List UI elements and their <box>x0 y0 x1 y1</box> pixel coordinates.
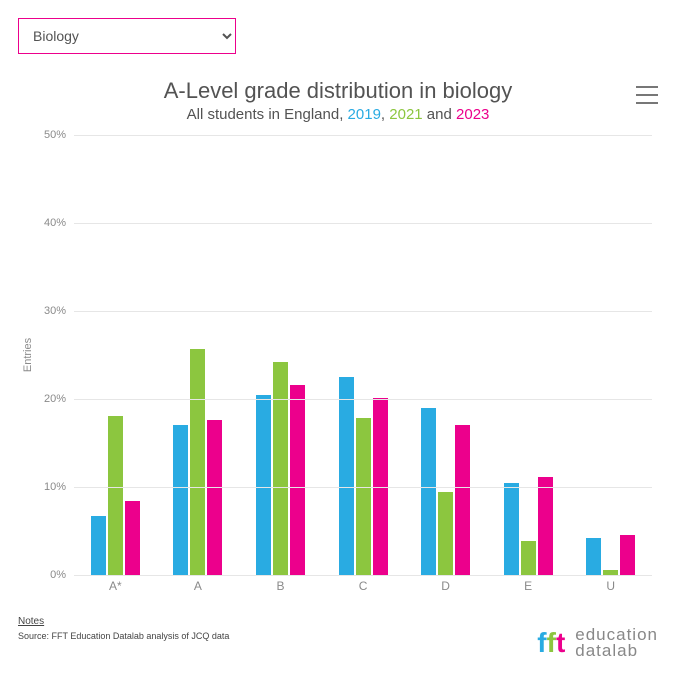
gridline <box>74 487 652 488</box>
bar <box>521 541 536 575</box>
gridline <box>74 399 652 400</box>
bar <box>504 483 519 575</box>
subject-dropdown-wrap: Biology <box>18 18 236 54</box>
bar-group <box>157 135 240 575</box>
x-tick-label: A <box>157 575 240 593</box>
hamburger-menu-icon[interactable] <box>636 86 658 104</box>
subtitle-year-2023: 2023 <box>456 106 489 123</box>
bar <box>91 516 106 575</box>
bar-groups <box>74 135 652 575</box>
subtitle-and: and <box>423 106 456 123</box>
y-tick-label: 20% <box>44 393 66 405</box>
bar <box>173 425 188 575</box>
y-tick-label: 40% <box>44 217 66 229</box>
bar-group <box>487 135 570 575</box>
bar-group <box>74 135 157 575</box>
logo-line1: education <box>575 627 658 643</box>
bar <box>421 408 436 575</box>
x-tick-label: A* <box>74 575 157 593</box>
chart-area: A-Level grade distribution in biology Al… <box>18 78 658 593</box>
fft-letter-f1: f <box>537 629 546 657</box>
y-tick-label: 30% <box>44 305 66 317</box>
chart-title: A-Level grade distribution in biology <box>18 78 658 104</box>
bar-group <box>239 135 322 575</box>
y-axis-title: Entries <box>22 338 34 372</box>
gridline <box>74 135 652 136</box>
x-tick-label: B <box>239 575 322 593</box>
gridline <box>74 223 652 224</box>
subtitle-year-2021: 2021 <box>389 106 422 123</box>
footer: Notes Source: FFT Education Datalab anal… <box>18 611 658 659</box>
x-tick-label: E <box>487 575 570 593</box>
bar <box>190 349 205 575</box>
bar <box>339 377 354 575</box>
bar <box>620 535 635 575</box>
notes-link[interactable]: Notes <box>18 616 44 627</box>
bar <box>455 425 470 575</box>
plot-region: Entries 0%10%20%30%40%50% <box>74 135 652 575</box>
subtitle-sep: , <box>381 106 389 123</box>
bar <box>207 420 222 575</box>
bar <box>538 477 553 575</box>
bar <box>108 416 123 575</box>
fft-logo-text: education datalab <box>575 627 658 659</box>
bar <box>356 418 371 575</box>
x-tick-label: D <box>404 575 487 593</box>
y-tick-label: 10% <box>44 481 66 493</box>
bar <box>290 385 305 575</box>
gridline <box>74 311 652 312</box>
subtitle-prefix: All students in England, <box>187 106 348 123</box>
bar-group <box>322 135 405 575</box>
y-tick-label: 0% <box>50 569 66 581</box>
fft-logo: f f t education datalab <box>537 627 658 659</box>
bar <box>273 362 288 575</box>
gridline <box>74 575 652 576</box>
x-axis-labels: A*ABCDEU <box>74 575 652 593</box>
bar <box>586 538 601 575</box>
bar <box>125 501 140 575</box>
fft-letter-f2: f <box>547 629 556 657</box>
subtitle-year-2019: 2019 <box>348 106 381 123</box>
y-tick-label: 50% <box>44 129 66 141</box>
fft-logo-mark: f f t <box>537 629 565 657</box>
x-tick-label: C <box>322 575 405 593</box>
subject-dropdown[interactable]: Biology <box>18 18 236 54</box>
logo-line2: datalab <box>575 643 658 659</box>
bar-group <box>404 135 487 575</box>
bar <box>438 492 453 575</box>
fft-letter-t: t <box>556 629 565 657</box>
bar-group <box>569 135 652 575</box>
x-tick-label: U <box>569 575 652 593</box>
bar <box>256 395 271 575</box>
chart-subtitle: All students in England, 2019, 2021 and … <box>18 106 658 123</box>
